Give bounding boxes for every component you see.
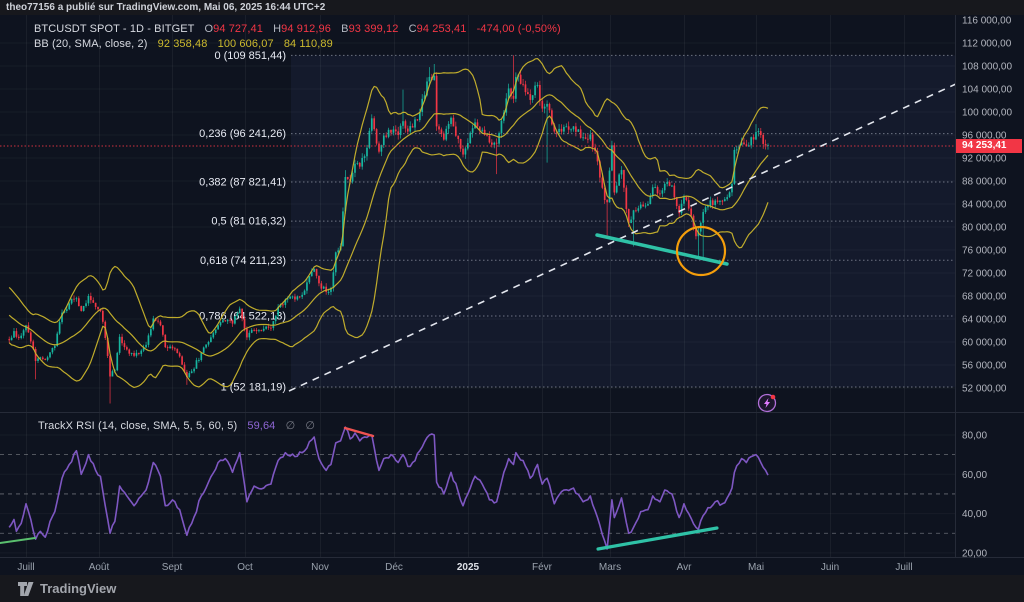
tradingview-logo[interactable]: TradingView [18,581,116,596]
teal-support-trendline[interactable] [595,233,729,266]
fib-retracement[interactable]: 0 (109 851,44) 0,236 (96 241,26) 0,382 (87… [199,50,955,394]
open-value: 94 727,41 [213,23,263,35]
price-axis-label: 68 000,00 [962,292,1007,303]
change-value: -474,00 (-0,50%) [476,23,561,35]
price-axis-label: 108 000,00 [962,62,1012,73]
low-label: B [341,23,349,35]
time-axis-label: Nov [311,562,329,573]
rsi-divergence-red-line[interactable] [343,426,375,438]
price-axis-label: 116 000,00 [962,16,1012,27]
rsi-empty-1: ∅ [285,420,296,432]
rsi-axis-label: 20,00 [962,548,987,559]
bollinger-bands [8,57,769,389]
high-value: 94 912,96 [281,23,331,35]
time-axis-label: Avr [677,562,692,573]
rsi-green-trendline[interactable] [0,537,36,544]
price-axis-label: 52 000,00 [962,384,1007,395]
fib-level-label[interactable]: 0,382 (87 821,41) [199,177,286,189]
price-axis-label: 84 000,00 [962,200,1007,211]
price-axis-label: 64 000,00 [962,315,1007,326]
rsi-axis-label: 80,00 [962,431,987,442]
price-axis-label: 76 000,00 [962,246,1007,257]
flash-icon-button[interactable] [757,393,777,413]
time-axis-label: Août [89,562,110,573]
dashed-trendline[interactable] [288,83,958,392]
orange-circle-annotation[interactable] [675,225,727,277]
time-axis-label: Juill [895,562,912,573]
high-label: H [273,23,282,35]
price-axis-label: 60 000,00 [962,338,1007,349]
rsi-title: TrackX RSI (14, close, SMA, 5, 5, 60, 5) [38,420,238,432]
bb-basis: 92 358,48 [157,38,208,50]
candlesticks [8,55,769,404]
bb-legend[interactable]: BB (20, SMA, close, 2) 92 358,48 100 606… [34,38,333,50]
time-axis-label: Mars [599,562,621,573]
fib-level-label[interactable]: 0,618 (74 211,23) [200,255,286,267]
symbol-legend[interactable]: BTCUSDT SPOT - 1D - BITGET O94 727,41 H9… [34,23,561,35]
price-axis[interactable]: 116 000,00 112 000,00 108 000,00 104 000,00… [962,16,1012,560]
tradingview-icon [18,581,34,596]
price-axis-label: 92 000,00 [962,154,1007,165]
time-axis-label: Sept [162,562,183,573]
time-axis-label: 2025 [457,562,480,573]
notification-dot [770,394,776,400]
price-axis-label: 104 000,00 [962,85,1012,96]
close-value: 94 253,41 [416,23,467,35]
close-label: C [408,23,417,35]
fib-level-label[interactable]: 0,5 (81 016,32) [211,216,286,228]
tradingview-logo-text: TradingView [40,581,117,596]
time-axis-label: Oct [237,562,253,573]
price-axis-label: 96 000,00 [962,131,1007,142]
rsi-empty-2: ∅ [305,420,316,432]
symbol-title: BTCUSDT SPOT - 1D - BITGET [34,23,195,35]
current-price-label: 94 253,41 [956,139,1022,153]
price-axis-label: 100 000,00 [962,108,1012,119]
price-axis-label: 80 000,00 [962,223,1007,234]
open-label: O [204,23,214,35]
price-axis-label: 72 000,00 [962,269,1007,280]
time-axis-label: Juin [821,562,839,573]
drawing-annotations[interactable] [288,83,958,392]
fib-level-label[interactable]: 1 (52 181,19) [221,381,286,393]
bb-upper: 100 606,07 [217,38,274,50]
rsi-teal-trendline[interactable] [596,526,719,551]
time-axis-label: Mai [748,562,764,573]
fib-level-label[interactable]: 0 (109 851,44) [214,50,286,62]
rsi-axis-label: 60,00 [962,470,987,481]
time-axis-label: Juill [17,562,34,573]
pane-separators [0,14,1024,558]
rsi-line [8,426,769,550]
rsi-value: 59,64 [247,420,276,432]
bb-lower: 84 110,89 [283,38,333,50]
price-axis-label: 112 000,00 [962,39,1012,50]
fib-level-label[interactable]: 0,236 (96 241,26) [199,128,286,140]
attribution-text: theo77156 a publié sur TradingView.com, … [6,2,326,13]
bottom-bar: TradingView [0,575,1024,602]
price-axis-label: 56 000,00 [962,361,1007,372]
grid [0,14,955,558]
time-axis-label: Déc [385,562,403,573]
time-axis[interactable]: Juill Août Sept Oct Nov Déc 2025 Févr Mars Avr Mai… [17,562,912,573]
bb-title: BB (20, SMA, close, 2) [34,38,148,50]
lightning-icon [764,398,770,408]
price-chart-svg[interactable]: 0 (109 851,44) 0,236 (96 241,26) 0,382 (87… [0,14,1024,575]
attribution-bar: theo77156 a publié sur TradingView.com, … [0,0,1024,15]
price-axis-label: 88 000,00 [962,177,1007,188]
low-value: 93 399,12 [348,23,399,35]
rsi-legend[interactable]: TrackX RSI (14, close, SMA, 5, 5, 60, 5)… [38,419,315,432]
time-axis-label: Févr [532,562,553,573]
rsi-pane [0,426,769,551]
rsi-axis-label: 40,00 [962,509,987,520]
